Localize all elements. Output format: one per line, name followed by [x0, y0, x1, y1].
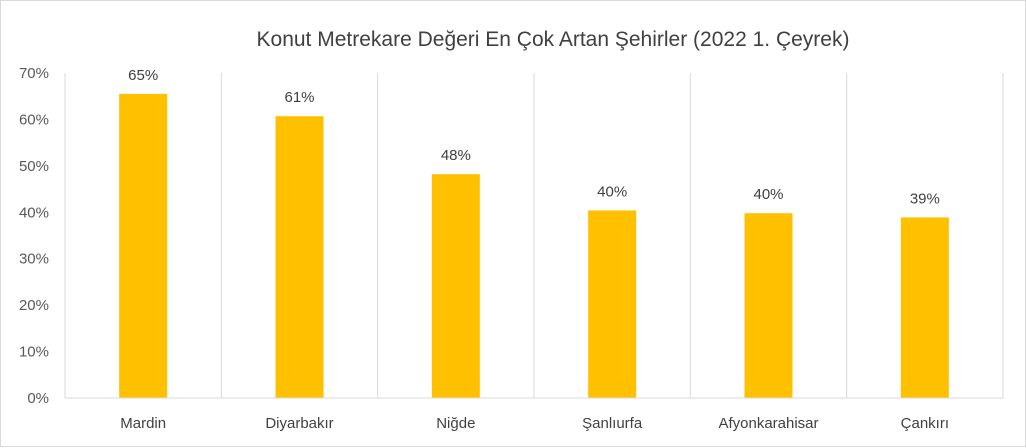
data-label: 39%: [910, 190, 940, 207]
data-label: 61%: [284, 89, 314, 106]
category-label: Şanlıurfa: [582, 415, 643, 432]
y-tick-label: 50%: [19, 158, 49, 175]
grid-lines: [64, 73, 1004, 398]
y-tick-label: 20%: [19, 297, 49, 314]
data-labels: 65% 61% 48% 40% 40% 39%: [128, 67, 940, 207]
y-tick-label: 30%: [19, 251, 49, 268]
y-tick-label: 10%: [19, 344, 49, 361]
y-tick-label: 60%: [19, 111, 49, 128]
category-label: Diyarbakır: [265, 415, 333, 432]
category-label: Çankırı: [901, 415, 949, 432]
category-label: Afyonkarahisar: [718, 415, 818, 432]
data-label: 40%: [753, 186, 783, 203]
bar: [119, 93, 168, 399]
bar: [588, 210, 637, 398]
y-tick-label: 0%: [27, 390, 49, 407]
bar: [900, 217, 949, 398]
bar: [275, 116, 324, 398]
y-tick-label: 70%: [19, 65, 49, 82]
bars: [119, 93, 949, 399]
bar: [744, 213, 793, 398]
x-axis-categories: Mardin Diyarbakır Niğde Şanlıurfa Afyonkarah…: [120, 415, 949, 432]
y-axis-ticks: 0% 10% 20% 30% 40% 50% 60% 70%: [19, 65, 49, 407]
chart-title: Konut Metrekare Değeri En Çok Artan Şehi…: [257, 28, 850, 51]
bar: [431, 174, 480, 398]
data-label: 65%: [128, 67, 158, 84]
category-label: Niğde: [436, 415, 475, 432]
data-label: 48%: [441, 147, 471, 164]
data-label: 40%: [597, 183, 627, 200]
y-tick-label: 40%: [19, 204, 49, 221]
category-label: Mardin: [120, 415, 166, 432]
